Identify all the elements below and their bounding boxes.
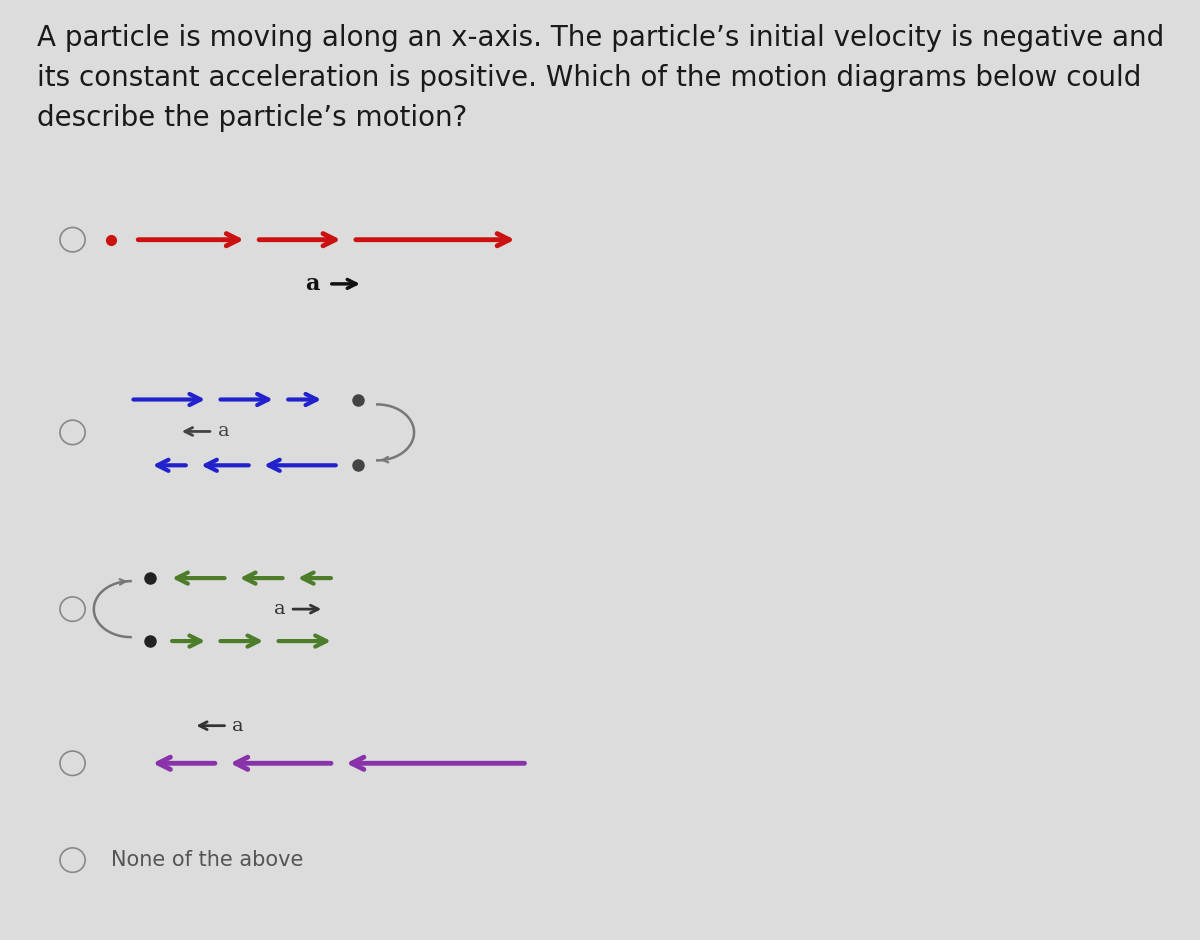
Text: a: a (232, 716, 244, 735)
Text: a: a (274, 600, 286, 619)
Text: a: a (217, 422, 229, 441)
Text: a: a (305, 273, 319, 295)
Text: None of the above: None of the above (112, 850, 304, 870)
Text: A particle is moving along an x-axis. The particle’s initial velocity is negativ: A particle is moving along an x-axis. Th… (37, 24, 1164, 132)
